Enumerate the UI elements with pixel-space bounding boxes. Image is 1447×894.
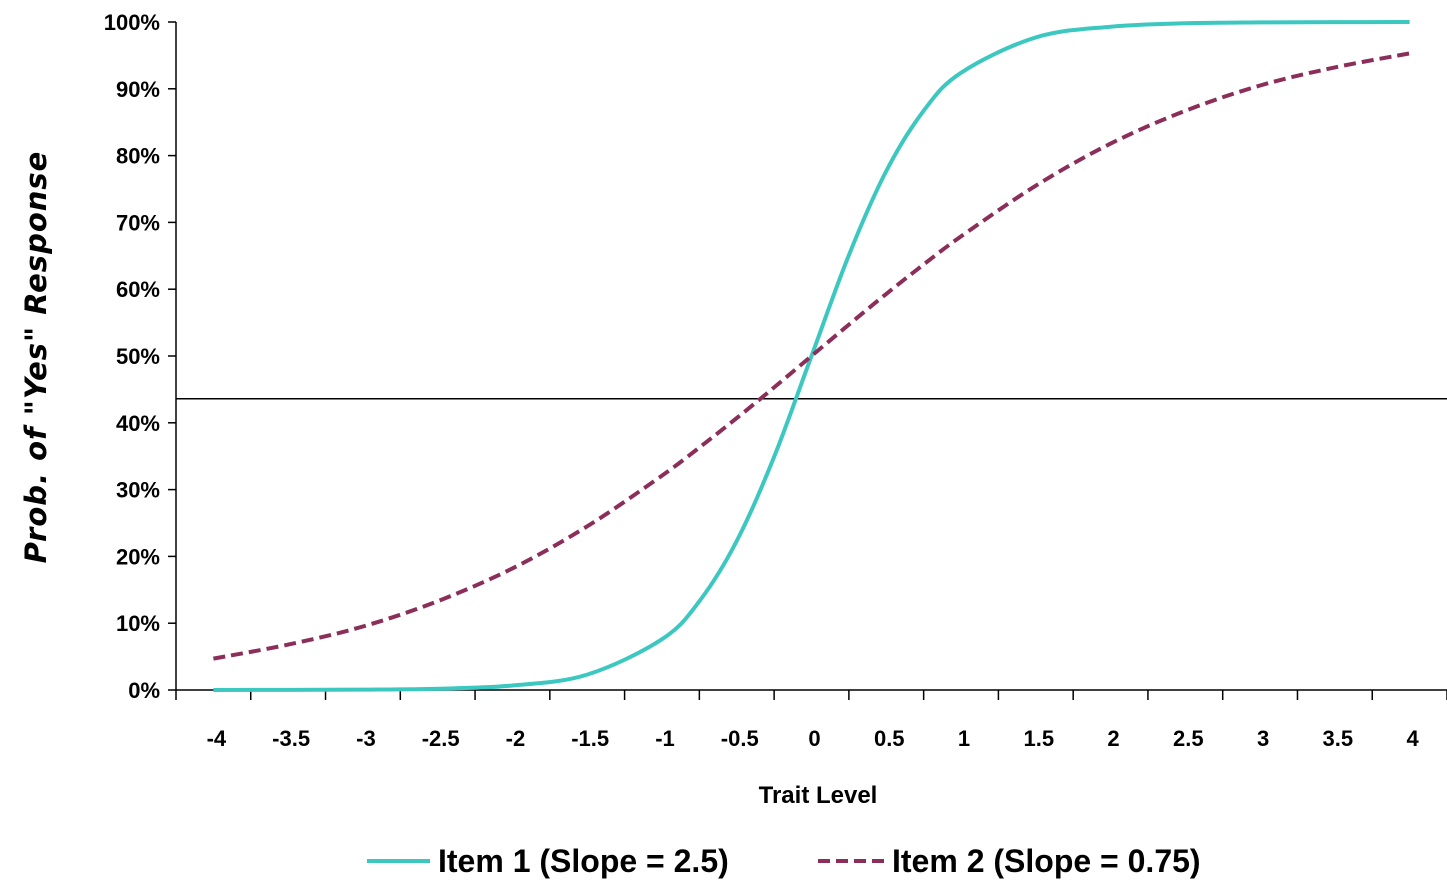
x-tick-label: -1.5 [571,726,609,751]
y-tick-label: 30% [116,478,160,503]
y-tick-label: 50% [116,344,160,369]
y-tick-label: 40% [116,411,160,436]
y-tick-label: 60% [116,277,160,302]
x-axis-title: Trait Level [759,782,878,809]
x-tick-label: 3 [1257,726,1269,751]
y-tick-label: 100% [104,10,160,35]
series-line-item-1 [213,20,1410,692]
legend: Item 1 (Slope = 2.5) Item 2 (Slope = 0.75… [367,843,1201,879]
series-group [213,20,1410,692]
x-tick-label: -3 [356,726,376,751]
y-tick-label: 10% [116,611,160,636]
x-tick-label: 0.5 [874,726,905,751]
y-tick-label: 0% [128,678,160,703]
tick-labels-group: 0% 10% 20% 30% 40% 50% 60% 70% 80% 90% 100% -4 -3.5 -… [104,10,1420,751]
x-tick-label: 1.5 [1023,726,1054,751]
x-tick-label: 2.5 [1173,726,1204,751]
x-tick-label: -0.5 [721,726,759,751]
y-tick-label: 90% [116,77,160,102]
y-axis-title: Prob. of "Yes" Response [19,151,53,564]
y-tick-label: 80% [116,144,160,169]
x-tick-label: -2 [506,726,526,751]
x-tick-label: -4 [207,726,227,751]
x-tick-label: 0 [808,726,820,751]
x-tick-label: -3.5 [272,726,310,751]
x-tick-label: 3.5 [1323,726,1354,751]
legend-label-item-2: Item 2 (Slope = 0.75) [892,843,1201,879]
legend-label-item-1: Item 1 (Slope = 2.5) [438,843,729,879]
y-tick-label: 70% [116,210,160,235]
x-tick-label: 4 [1406,726,1419,751]
x-tick-label: 1 [958,726,970,751]
x-tick-label: -1 [655,726,675,751]
x-tick-label: -2.5 [422,726,460,751]
x-tick-label: 2 [1107,726,1119,751]
y-tick-label: 20% [116,544,160,569]
